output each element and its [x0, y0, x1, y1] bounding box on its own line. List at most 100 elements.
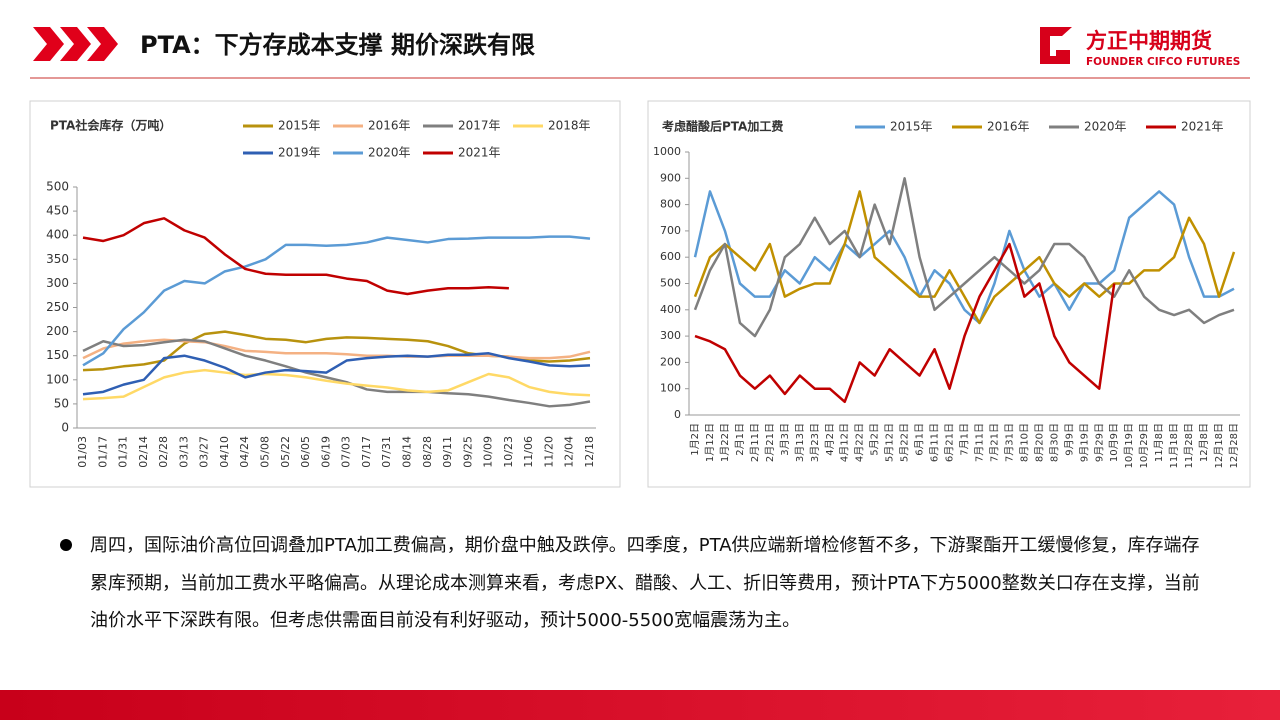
series-line	[693, 177, 1235, 338]
x-tick-label: 01/03	[76, 436, 89, 468]
series-line	[82, 352, 591, 396]
x-tick-label: 10/09	[482, 436, 495, 468]
chart-frame	[29, 100, 621, 488]
y-tick-label: 150	[46, 348, 69, 362]
x-tick-label: 10月9日	[1108, 423, 1120, 462]
x-tick-label: 7月1日	[959, 423, 971, 456]
x-tick-label: 2月11日	[749, 423, 761, 462]
body-text: 周四，国际油价高位回调叠加PTA加工费偏高，期价盘中触及跌停。四季度，PTA供应…	[90, 535, 1200, 631]
x-tick-label: 07/17	[360, 436, 373, 468]
x-tick-label: 04/10	[218, 436, 231, 468]
legend-label: 2016年	[987, 120, 1030, 134]
x-tick-label: 4月12日	[839, 423, 851, 462]
logo-icon	[1040, 27, 1072, 64]
chart-frame	[647, 100, 1251, 488]
y-tick-label: 800	[660, 198, 681, 211]
x-tick-label: 11月8日	[1153, 423, 1165, 462]
legend-label: 2019年	[278, 146, 321, 160]
x-tick-label: 3月23日	[809, 423, 821, 462]
x-tick-label: 07/31	[380, 436, 393, 468]
x-tick-label: 2月21日	[764, 423, 776, 462]
y-tick-label: 500	[46, 180, 69, 194]
x-tick-label: 6月11日	[929, 423, 941, 462]
x-tick-label: 1月22日	[719, 423, 731, 462]
y-tick-label: 100	[660, 382, 681, 395]
series-line	[82, 235, 591, 367]
chart-title: PTA社会库存（万吨）	[50, 118, 171, 133]
x-tick-label: 8月20日	[1033, 423, 1045, 462]
x-tick-label: 4月22日	[854, 423, 866, 462]
x-tick-label: 08/28	[421, 436, 434, 468]
x-tick-label: 5月12日	[884, 423, 896, 462]
x-tick-label: 9月9日	[1063, 423, 1075, 456]
chevron	[60, 27, 91, 61]
x-tick-label: 05/22	[279, 436, 292, 468]
x-tick-label: 4月2日	[824, 423, 836, 456]
y-tick-label: 400	[46, 228, 69, 242]
series-line	[82, 217, 509, 296]
x-tick-label: 11月28日	[1183, 423, 1195, 468]
y-tick-label: 200	[660, 355, 681, 368]
x-tick-label: 7月11日	[973, 423, 985, 462]
y-tick-label: 0	[674, 408, 681, 421]
y-tick-label: 1000	[653, 145, 681, 158]
x-tick-label: 12月18日	[1213, 423, 1225, 468]
chevron	[33, 27, 64, 61]
legend-label: 2021年	[458, 146, 501, 160]
x-tick-label: 05/08	[259, 436, 272, 468]
x-tick-label: 7月21日	[988, 423, 1000, 462]
y-tick-label: 450	[46, 204, 69, 218]
y-tick-label: 900	[660, 171, 681, 184]
x-tick-label: 7月31日	[1003, 423, 1015, 462]
x-tick-label: 09/25	[461, 436, 474, 468]
x-tick-label: 9月19日	[1078, 423, 1090, 462]
y-tick-label: 700	[660, 224, 681, 237]
footer-bar	[0, 690, 1280, 720]
x-tick-label: 5月2日	[869, 423, 881, 456]
legend-label: 2015年	[890, 120, 933, 134]
x-tick-label: 3月13日	[794, 423, 806, 462]
series-line	[693, 190, 1236, 325]
x-tick-label: 12/18	[583, 436, 596, 468]
x-tick-label: 10/23	[502, 436, 515, 468]
legend-label: 2021年	[1181, 120, 1224, 134]
chart-title: 考虑醋酸后PTA加工费	[662, 119, 783, 134]
x-tick-label: 9月29日	[1093, 423, 1105, 462]
x-tick-label: 8月30日	[1048, 423, 1060, 462]
x-tick-label: 2月1日	[734, 423, 746, 456]
legend-label: 2015年	[278, 119, 321, 133]
legend-label: 2020年	[368, 146, 411, 160]
x-tick-label: 8月10日	[1018, 423, 1030, 462]
legend-label: 2020年	[1084, 120, 1127, 134]
y-tick-label: 400	[660, 303, 681, 316]
x-tick-label: 11/06	[522, 436, 535, 468]
x-tick-label: 3月3日	[779, 423, 791, 456]
x-tick-label: 07/03	[340, 436, 353, 468]
legend-label: 2016年	[368, 119, 411, 133]
bullet	[60, 539, 72, 551]
y-tick-label: 600	[660, 250, 681, 263]
x-tick-label: 11月18日	[1168, 423, 1180, 468]
x-tick-label: 1月12日	[704, 423, 716, 462]
x-tick-label: 03/27	[198, 436, 211, 468]
x-tick-label: 6月21日	[944, 423, 956, 462]
y-tick-label: 50	[54, 396, 69, 410]
series-line	[82, 338, 591, 408]
y-tick-label: 350	[46, 252, 69, 266]
legend-label: 2018年	[548, 119, 591, 133]
x-tick-label: 04/24	[238, 436, 251, 468]
y-tick-label: 0	[61, 421, 69, 435]
x-tick-label: 11/20	[542, 436, 555, 468]
x-tick-label: 01/31	[117, 436, 130, 468]
slide-title: PTA：下方存成本支撑 期价深跌有限	[140, 31, 535, 59]
x-tick-label: 08/14	[400, 436, 413, 468]
x-tick-label: 10月19日	[1123, 423, 1135, 468]
x-tick-label: 12月8日	[1198, 423, 1210, 462]
y-tick-label: 500	[660, 277, 681, 290]
series-line	[82, 368, 591, 401]
x-tick-label: 12/04	[563, 436, 576, 468]
x-tick-label: 02/28	[157, 436, 170, 468]
x-tick-label: 5月22日	[899, 423, 911, 462]
